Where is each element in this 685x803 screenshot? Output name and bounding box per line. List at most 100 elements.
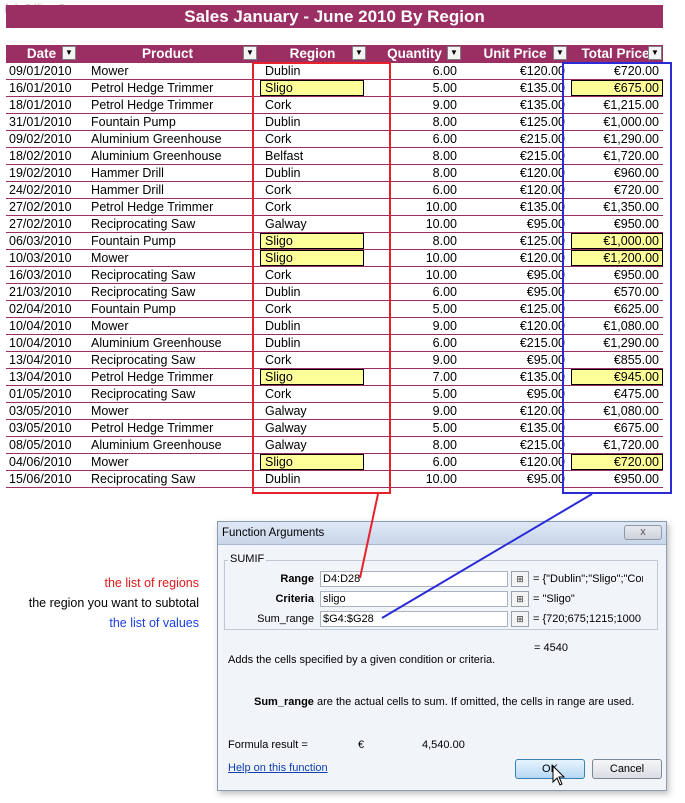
product-cell[interactable]: Fountain Pump: [77, 301, 258, 317]
date-cell[interactable]: 06/03/2010: [6, 233, 77, 249]
date-cell[interactable]: 24/02/2010: [6, 182, 77, 198]
product-cell[interactable]: Reciprocating Saw: [77, 352, 258, 368]
total-price-cell[interactable]: €855.00: [568, 352, 663, 368]
quantity-cell[interactable]: 8.00: [367, 437, 462, 453]
quantity-cell[interactable]: 8.00: [367, 114, 462, 130]
region-cell[interactable]: Dublin: [258, 471, 367, 487]
total-price-cell[interactable]: €720.00: [568, 63, 663, 79]
unit-price-cell[interactable]: €135.00: [462, 199, 568, 215]
region-cell[interactable]: Sligo: [258, 250, 367, 266]
unit-price-cell[interactable]: €95.00: [462, 216, 568, 232]
total-price-cell[interactable]: €675.00: [568, 80, 663, 96]
region-cell[interactable]: Dublin: [258, 284, 367, 300]
date-cell[interactable]: 27/02/2010: [6, 199, 77, 215]
product-cell[interactable]: Mower: [77, 454, 258, 470]
quantity-cell[interactable]: 10.00: [367, 199, 462, 215]
date-cell[interactable]: 03/05/2010: [6, 420, 77, 436]
unit-price-cell[interactable]: €215.00: [462, 131, 568, 147]
unit-price-cell[interactable]: €120.00: [462, 182, 568, 198]
region-cell[interactable]: Sligo: [258, 80, 367, 96]
cancel-button[interactable]: Cancel: [592, 759, 662, 779]
date-cell[interactable]: 10/04/2010: [6, 335, 77, 351]
product-cell[interactable]: Reciprocating Saw: [77, 471, 258, 487]
region-cell[interactable]: Galway: [258, 403, 367, 419]
product-cell[interactable]: Reciprocating Saw: [77, 386, 258, 402]
quantity-cell[interactable]: 7.00: [367, 369, 462, 385]
unit-price-cell[interactable]: €95.00: [462, 386, 568, 402]
unit-price-cell[interactable]: €120.00: [462, 403, 568, 419]
region-cell[interactable]: Cork: [258, 386, 367, 402]
total-price-cell[interactable]: €1,215.00: [568, 97, 663, 113]
close-icon[interactable]: x: [624, 525, 662, 540]
total-price-cell[interactable]: €1,200.00: [568, 250, 663, 266]
filter-dropdown-icon[interactable]: ▼: [553, 46, 567, 60]
product-cell[interactable]: Mower: [77, 250, 258, 266]
unit-price-cell[interactable]: €95.00: [462, 284, 568, 300]
product-cell[interactable]: Hammer Drill: [77, 165, 258, 181]
total-price-cell[interactable]: €675.00: [568, 420, 663, 436]
region-cell[interactable]: Cork: [258, 267, 367, 283]
region-cell[interactable]: Dublin: [258, 318, 367, 334]
total-price-cell[interactable]: €720.00: [568, 182, 663, 198]
dialog-title-bar[interactable]: Function Arguments x: [218, 522, 666, 545]
quantity-cell[interactable]: 6.00: [367, 131, 462, 147]
region-cell[interactable]: Dublin: [258, 114, 367, 130]
help-link[interactable]: Help on this function: [228, 762, 328, 774]
product-cell[interactable]: Petrol Hedge Trimmer: [77, 199, 258, 215]
unit-price-cell[interactable]: €120.00: [462, 454, 568, 470]
filter-dropdown-icon[interactable]: ▼: [243, 46, 257, 60]
unit-price-cell[interactable]: €95.00: [462, 267, 568, 283]
quantity-cell[interactable]: 5.00: [367, 420, 462, 436]
total-price-cell[interactable]: €945.00: [568, 369, 663, 385]
product-cell[interactable]: Hammer Drill: [77, 182, 258, 198]
unit-price-cell[interactable]: €135.00: [462, 369, 568, 385]
product-cell[interactable]: Petrol Hedge Trimmer: [77, 80, 258, 96]
region-cell[interactable]: Sligo: [258, 454, 367, 470]
quantity-cell[interactable]: 8.00: [367, 165, 462, 181]
total-price-cell[interactable]: €950.00: [568, 267, 663, 283]
region-cell[interactable]: Galway: [258, 216, 367, 232]
product-cell[interactable]: Mower: [77, 403, 258, 419]
date-cell[interactable]: 31/01/2010: [6, 114, 77, 130]
region-cell[interactable]: Dublin: [258, 63, 367, 79]
region-cell[interactable]: Dublin: [258, 335, 367, 351]
range-input[interactable]: D4:D28: [320, 571, 508, 587]
quantity-cell[interactable]: 10.00: [367, 250, 462, 266]
total-price-cell[interactable]: €720.00: [568, 454, 663, 470]
quantity-cell[interactable]: 6.00: [367, 284, 462, 300]
sum-range-collapse-icon[interactable]: ⊞: [511, 611, 529, 627]
unit-price-cell[interactable]: €215.00: [462, 437, 568, 453]
date-cell[interactable]: 16/01/2010: [6, 80, 77, 96]
unit-price-cell[interactable]: €125.00: [462, 301, 568, 317]
quantity-cell[interactable]: 6.00: [367, 335, 462, 351]
quantity-cell[interactable]: 6.00: [367, 182, 462, 198]
total-price-cell[interactable]: €1,080.00: [568, 318, 663, 334]
date-cell[interactable]: 21/03/2010: [6, 284, 77, 300]
quantity-cell[interactable]: 10.00: [367, 216, 462, 232]
quantity-cell[interactable]: 5.00: [367, 80, 462, 96]
total-price-cell[interactable]: €1,350.00: [568, 199, 663, 215]
quantity-cell[interactable]: 9.00: [367, 97, 462, 113]
quantity-cell[interactable]: 9.00: [367, 318, 462, 334]
unit-price-cell[interactable]: €95.00: [462, 352, 568, 368]
total-price-cell[interactable]: €1,080.00: [568, 403, 663, 419]
unit-price-cell[interactable]: €135.00: [462, 80, 568, 96]
total-price-cell[interactable]: €570.00: [568, 284, 663, 300]
criteria-collapse-icon[interactable]: ⊞: [511, 591, 529, 607]
date-cell[interactable]: 15/06/2010: [6, 471, 77, 487]
filter-dropdown-icon[interactable]: ▼: [648, 46, 662, 60]
date-cell[interactable]: 09/02/2010: [6, 131, 77, 147]
date-cell[interactable]: 10/04/2010: [6, 318, 77, 334]
product-cell[interactable]: Reciprocating Saw: [77, 284, 258, 300]
unit-price-cell[interactable]: €125.00: [462, 114, 568, 130]
total-price-cell[interactable]: €1,000.00: [568, 233, 663, 249]
filter-dropdown-icon[interactable]: ▼: [447, 46, 461, 60]
date-cell[interactable]: 10/03/2010: [6, 250, 77, 266]
sum-range-input[interactable]: $G4:$G28: [320, 611, 508, 627]
unit-price-cell[interactable]: €135.00: [462, 97, 568, 113]
date-cell[interactable]: 19/02/2010: [6, 165, 77, 181]
quantity-cell[interactable]: 10.00: [367, 471, 462, 487]
region-cell[interactable]: Cork: [258, 301, 367, 317]
unit-price-cell[interactable]: €215.00: [462, 335, 568, 351]
quantity-cell[interactable]: 9.00: [367, 352, 462, 368]
